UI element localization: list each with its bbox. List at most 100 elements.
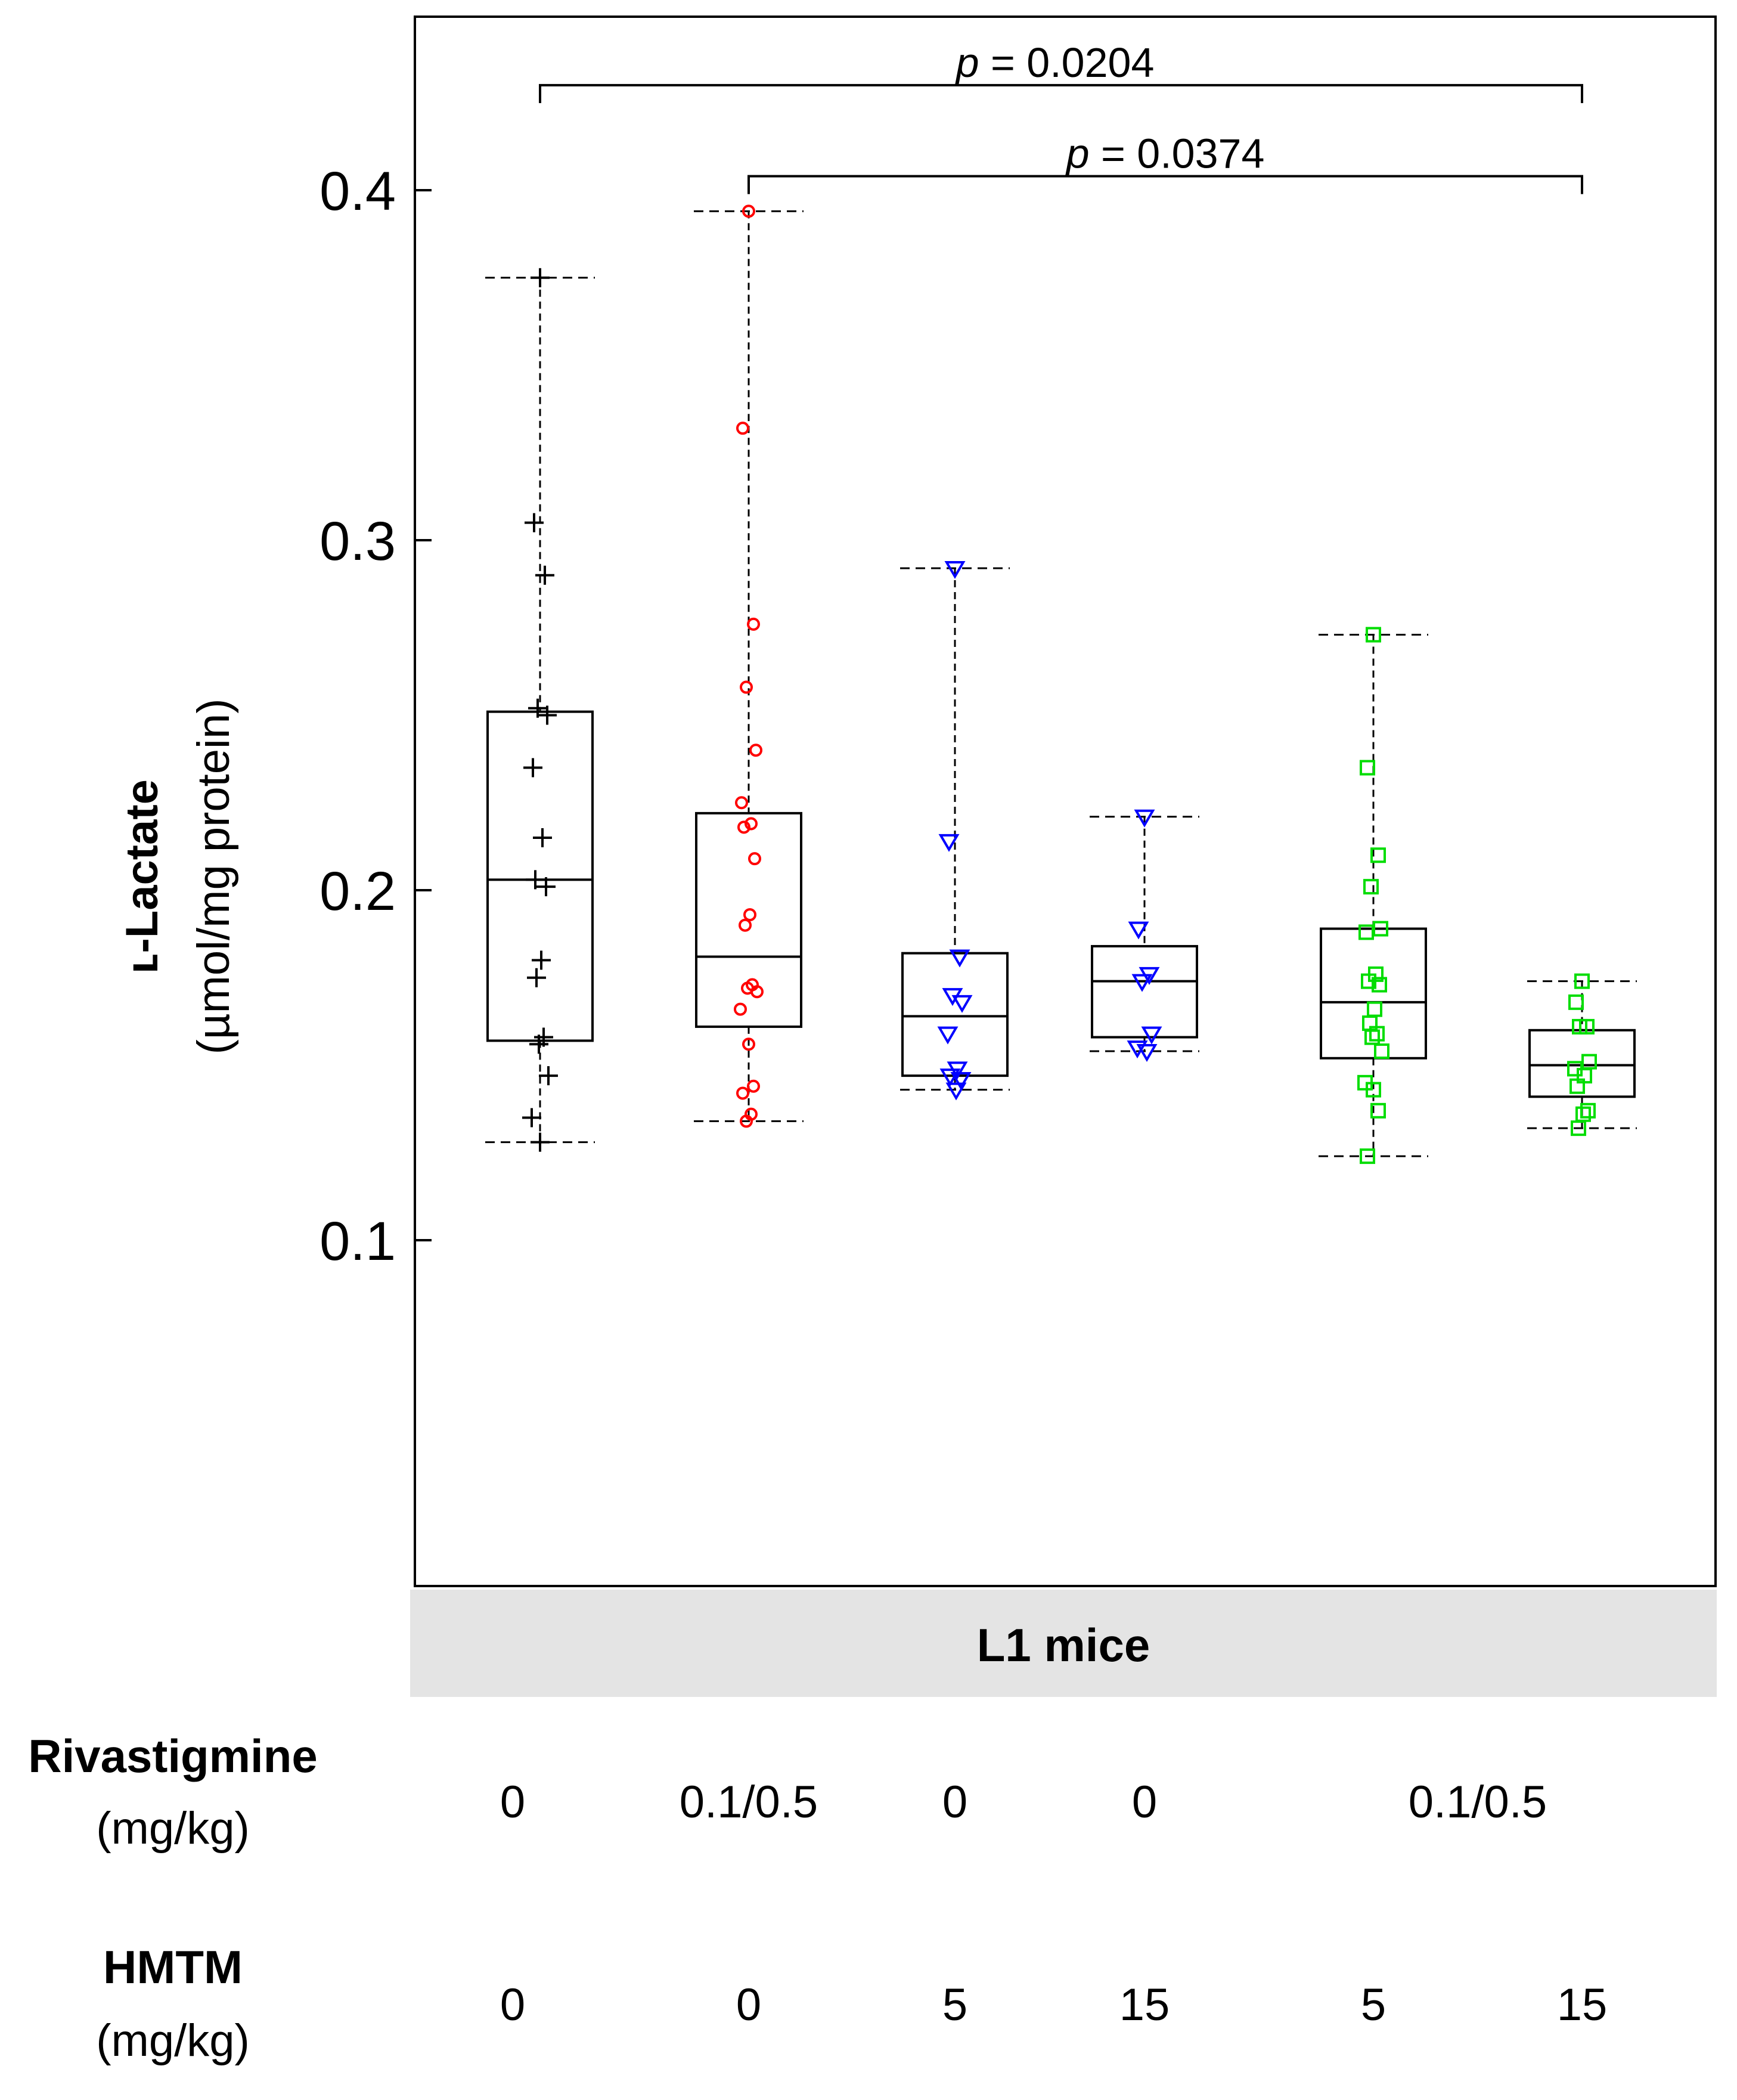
y-axis-unit: (µmol/mg protein)	[188, 698, 239, 1054]
data-point	[1370, 1102, 1386, 1119]
data-point	[1369, 1026, 1385, 1042]
data-point	[949, 949, 970, 968]
y-tick-label: 0.3	[320, 511, 396, 572]
box-group	[485, 268, 595, 1152]
data-point	[532, 950, 551, 970]
significance-bracket	[747, 175, 1583, 194]
data-point	[944, 560, 966, 579]
data-point	[522, 1108, 541, 1128]
data-point	[1572, 1018, 1587, 1034]
row-unit: (mg/kg)	[96, 1803, 250, 1854]
y-tick-label: 0.1	[320, 1211, 396, 1272]
data-point	[740, 1114, 753, 1128]
data-point	[1374, 1043, 1389, 1060]
row-title: HMTM	[103, 1941, 243, 1993]
row-value: 0.1/0.5	[680, 1777, 818, 1828]
data-point	[523, 758, 542, 778]
data-point	[945, 1082, 967, 1101]
box-group	[900, 560, 1010, 1101]
data-point	[748, 852, 761, 866]
row-value: 0	[736, 1980, 761, 2030]
data-point	[1569, 1078, 1585, 1094]
data-point	[531, 268, 550, 287]
data-point	[1568, 994, 1584, 1010]
data-point	[527, 968, 546, 987]
row-value: 5	[942, 1980, 967, 2030]
data-point	[533, 828, 552, 847]
box-group	[694, 205, 804, 1128]
box-group	[1090, 809, 1199, 1062]
box-series	[485, 205, 1637, 1164]
box-iqr	[901, 952, 1009, 1077]
y-axis-title: ʟ-Lactate	[117, 779, 168, 974]
y-axis: 0.1 0.2 0.3 0.4	[320, 161, 432, 1272]
plot-frame	[414, 16, 1717, 1587]
data-point	[1366, 1082, 1381, 1098]
row-value: 0	[942, 1777, 967, 1828]
data-point	[1358, 924, 1374, 940]
data-point	[951, 995, 973, 1013]
data-point	[749, 744, 762, 757]
data-point	[736, 422, 749, 435]
data-point	[526, 870, 545, 890]
data-point	[742, 205, 755, 218]
data-point	[740, 680, 753, 694]
row-title: Rivastigmine	[28, 1730, 317, 1782]
row-value: 5	[1361, 1980, 1386, 2030]
data-point	[734, 1002, 747, 1016]
row-value: 0	[1132, 1777, 1157, 1828]
data-point	[1367, 1001, 1382, 1017]
treatment-rows: Rivastigmine (mg/kg) 0 0.1/0.5 0 0 0.1/0.5 HMTM…	[28, 1730, 1607, 2066]
significance-bracket	[539, 83, 1583, 103]
data-point	[736, 1086, 749, 1100]
data-point	[529, 1034, 548, 1054]
group-band-label: L1 mice	[977, 1619, 1150, 1671]
data-point	[1580, 1102, 1596, 1119]
data-point	[1575, 1106, 1591, 1122]
data-point	[1361, 973, 1376, 989]
data-point	[1574, 973, 1590, 989]
data-point	[739, 918, 752, 932]
data-point	[1363, 879, 1379, 895]
box-iqr	[695, 811, 802, 1028]
data-point	[1571, 1120, 1586, 1136]
data-point	[536, 877, 556, 897]
row-value: 0	[500, 1980, 525, 2030]
y-tick-label: 0.4	[320, 161, 396, 222]
data-point	[535, 565, 554, 585]
data-point	[938, 834, 960, 852]
group-band	[410, 1590, 1717, 1697]
data-point	[525, 513, 544, 532]
data-point	[937, 1026, 959, 1045]
data-point	[1134, 809, 1155, 828]
significance-brackets: p = 0.0204 p = 0.0374	[539, 39, 1583, 194]
data-point	[1370, 847, 1386, 863]
data-point	[750, 985, 764, 999]
row-value: 0.1/0.5	[1409, 1777, 1547, 1828]
data-point	[1366, 627, 1381, 643]
data-point	[743, 908, 756, 922]
data-point	[745, 817, 758, 831]
row-unit: (mg/kg)	[96, 2015, 250, 2066]
data-point	[737, 820, 750, 834]
data-point	[747, 617, 760, 631]
p-value-label: p = 0.0374	[1065, 131, 1265, 177]
row-value: 15	[1557, 1980, 1608, 2030]
box-iqr	[486, 710, 594, 1042]
data-point	[1128, 921, 1149, 940]
data-point	[1360, 1148, 1375, 1164]
data-point	[747, 1079, 760, 1093]
box-iqr	[1320, 927, 1427, 1060]
data-point	[950, 1071, 972, 1090]
data-point	[1372, 977, 1387, 993]
row-value: 15	[1119, 1980, 1170, 2030]
data-point	[1136, 1044, 1158, 1062]
box-iqr	[1091, 944, 1198, 1039]
data-point	[531, 1132, 550, 1152]
data-point	[742, 1037, 755, 1051]
row-value: 0	[500, 1777, 525, 1828]
data-point	[539, 1066, 558, 1086]
data-point	[538, 705, 557, 725]
data-point	[735, 796, 748, 810]
